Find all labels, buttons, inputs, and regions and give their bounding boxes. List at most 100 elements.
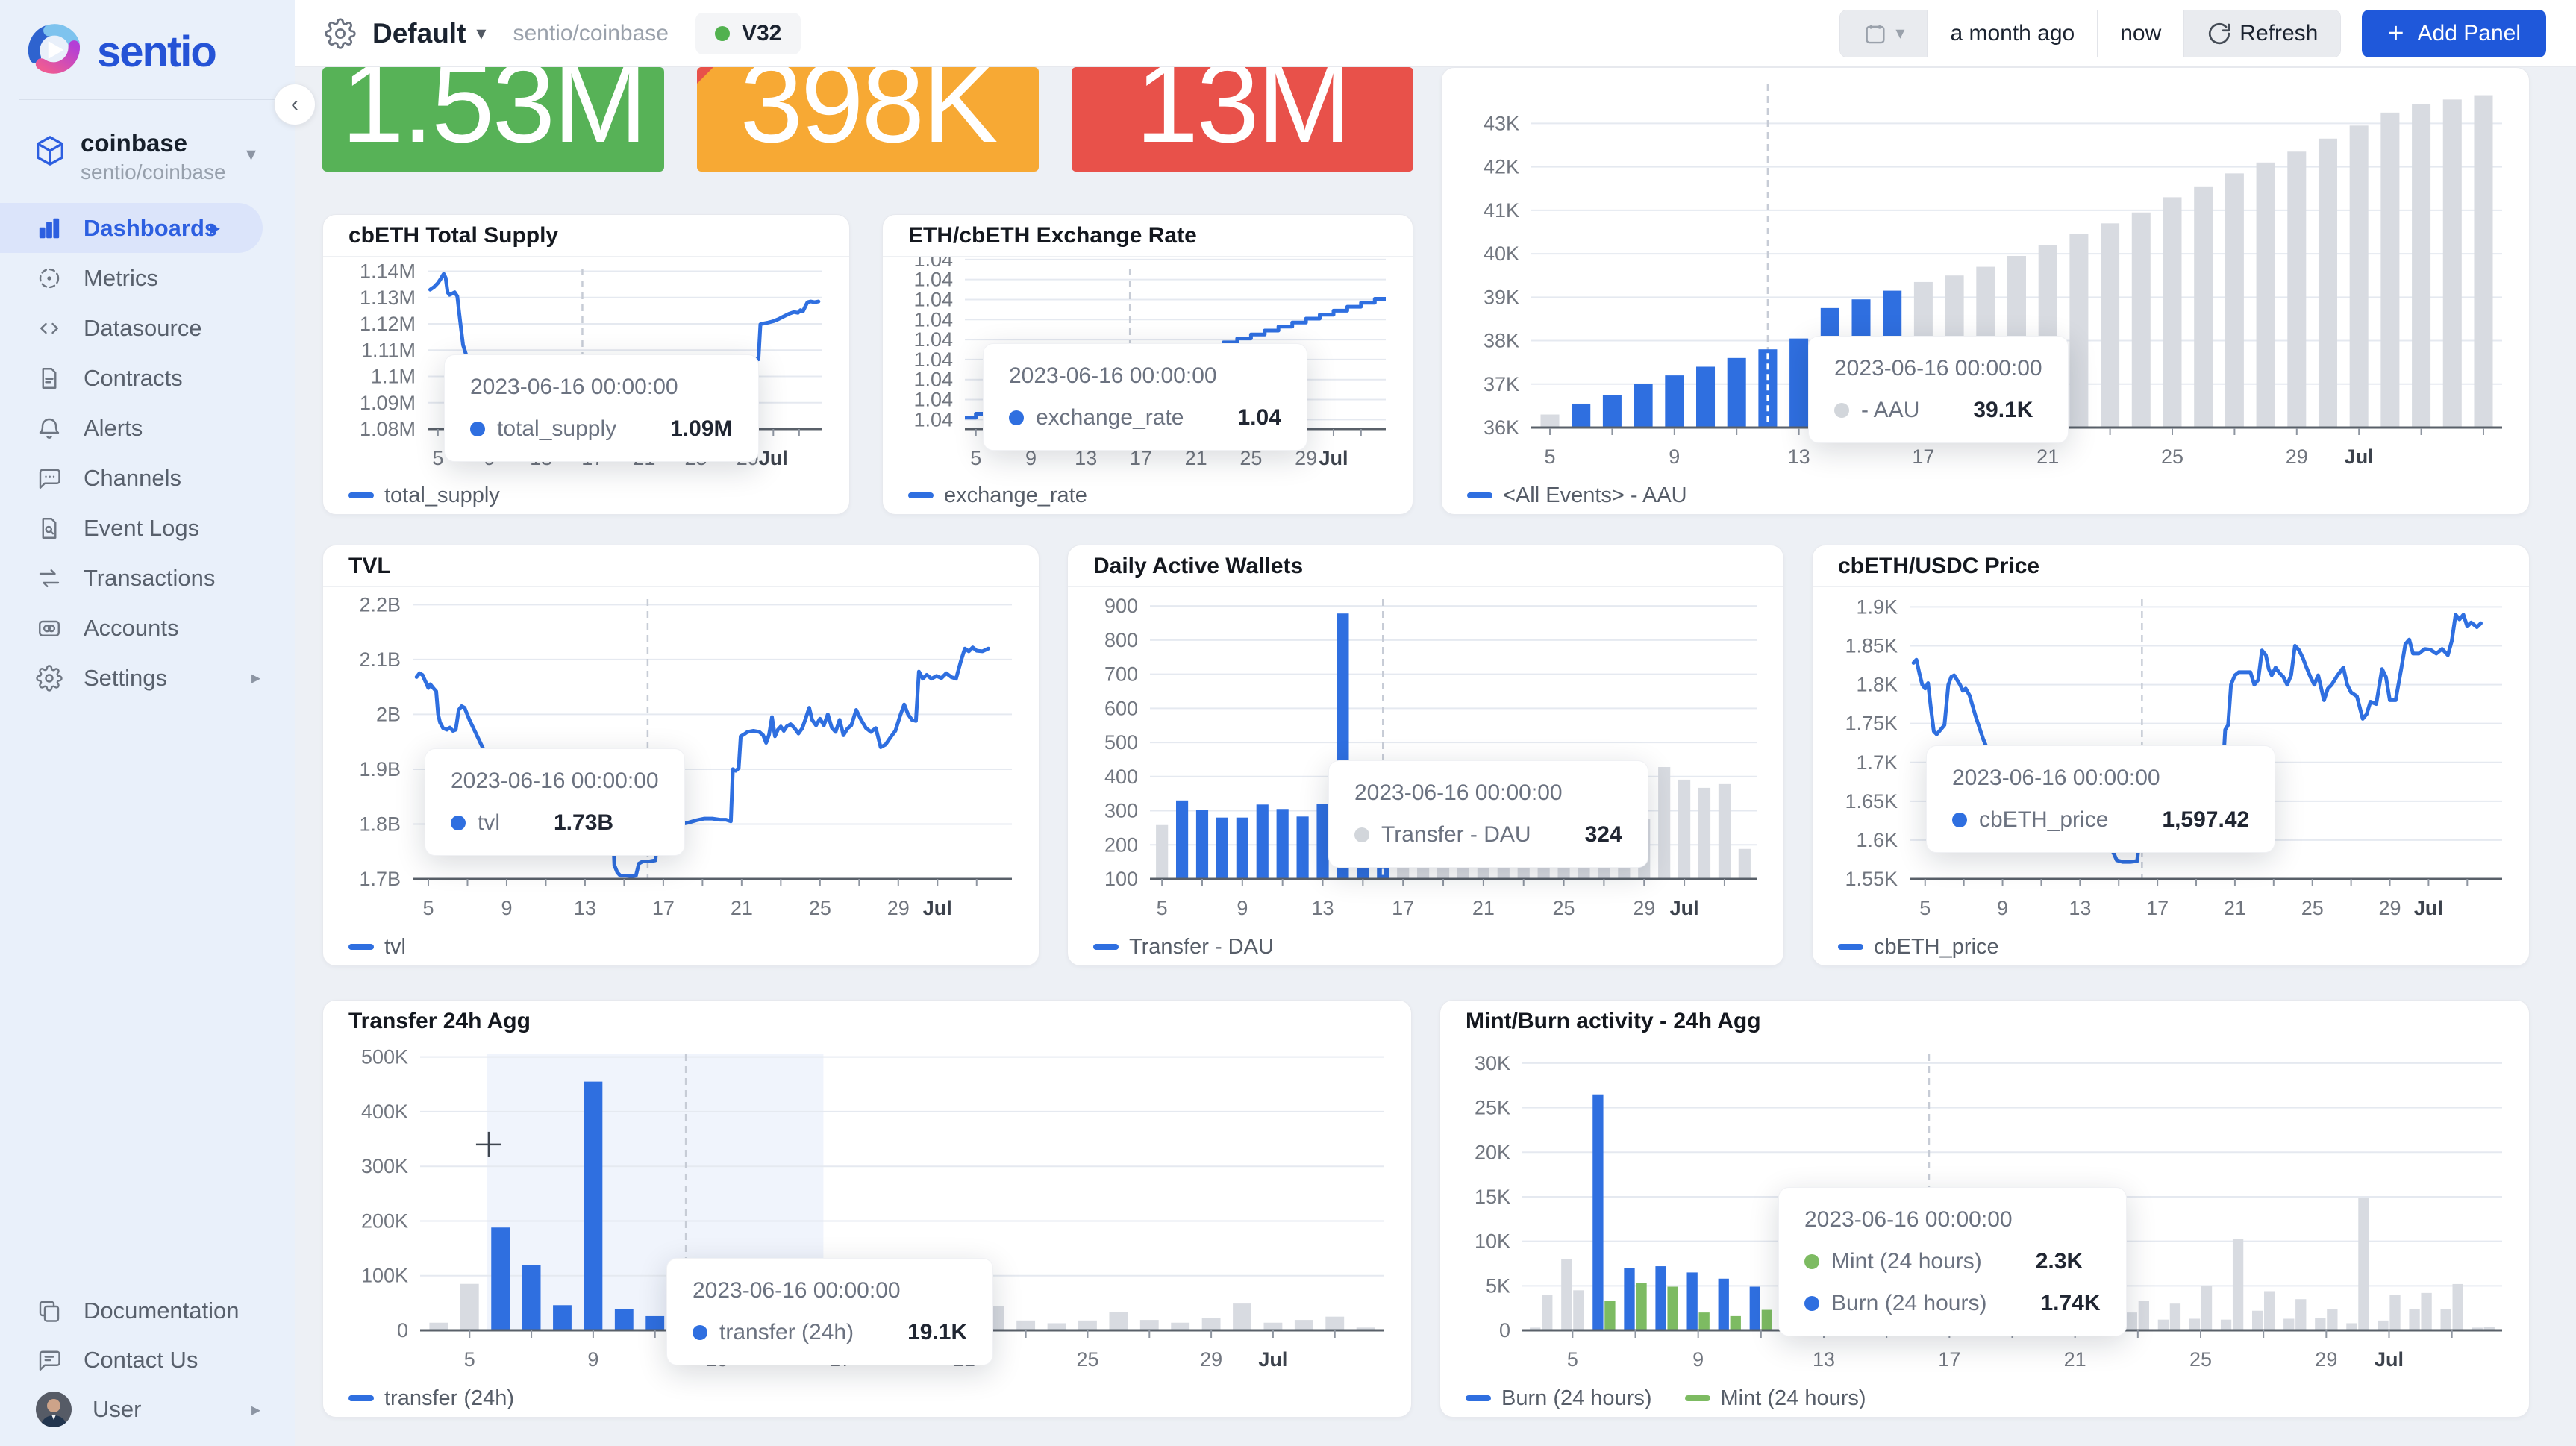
tooltip-series-value: 1.04 <box>1237 405 1281 430</box>
svg-text:30K: 30K <box>1475 1052 1510 1074</box>
sidebar-item-dashboards[interactable]: Dashboards ▸ <box>0 203 263 253</box>
svg-text:21: 21 <box>2036 445 2059 468</box>
chart-total-supply[interactable]: 1.08M1.09M1.1M1.11M1.12M1.13M1.14M591317… <box>323 257 849 477</box>
chart-daw[interactable]: 100 200 300 400 500 600 700 800 900 5 9 13 17 21 25 29 J… <box>1068 587 1783 928</box>
chart-tvl[interactable]: 1.7B 1.8B 1.9B 2B 2.1B 2.2B 5 9 13 17 21 25 29 Jul 202… <box>323 587 1039 928</box>
sidebar-item-contracts[interactable]: Contracts <box>0 353 295 403</box>
legend: exchange_rate <box>883 477 1413 514</box>
panel-cbeth-total-supply: cbETH Total Supply 1.08M 1.09M 1.1M 1.11M 1.… <box>322 214 850 515</box>
tooltip-series-value: 1.73B <box>554 810 614 835</box>
add-panel-button[interactable]: + Add Panel <box>2362 9 2546 57</box>
sidebar-item-settings[interactable]: Settings ▸ <box>0 653 295 703</box>
svg-text:9: 9 <box>587 1348 598 1371</box>
svg-text:1.55K: 1.55K <box>1845 868 1898 890</box>
chevron-down-icon[interactable]: ▾ <box>476 22 487 44</box>
series-dot <box>1804 1296 1819 1311</box>
svg-text:1.04: 1.04 <box>913 348 953 371</box>
sidebar-item-documentation[interactable]: Documentation <box>0 1286 295 1336</box>
panel-title: ETH/cbETH Exchange Rate <box>883 215 1413 257</box>
calendar-button[interactable]: ▾ <box>1840 10 1928 57</box>
svg-text:13: 13 <box>2069 897 2091 919</box>
svg-text:21: 21 <box>2224 897 2246 919</box>
svg-text:1.04: 1.04 <box>913 269 953 291</box>
sidebar-item-metrics[interactable]: Metrics <box>0 253 295 303</box>
time-from-button[interactable]: a month ago <box>1927 10 2098 57</box>
legend-item[interactable]: Burn (24 hours) <box>1466 1386 1652 1411</box>
svg-text:17: 17 <box>652 897 675 919</box>
svg-text:9: 9 <box>1997 897 2008 919</box>
tooltip-date: 2023-06-16 00:00:00 <box>1834 356 2042 381</box>
chart-price[interactable]: 1.55K 1.6K 1.65K 1.7K 1.75K 1.8K 1.85K 1.9K 5 9 13… <box>1813 587 2529 928</box>
svg-text:43K: 43K <box>1484 112 1519 134</box>
tooltip-row: tvl 1.73B <box>451 810 659 836</box>
sidebar-item-alerts[interactable]: Alerts <box>0 403 295 453</box>
svg-text:100K: 100K <box>361 1265 408 1287</box>
sidebar-item-accounts[interactable]: Accounts <box>0 603 295 653</box>
svg-text:29: 29 <box>887 897 910 919</box>
legend-item[interactable]: total_supply <box>348 483 500 508</box>
stat-card-green[interactable]: 1.53M <box>322 67 664 172</box>
legend-item[interactable]: tvl <box>348 935 406 960</box>
svg-text:300: 300 <box>1104 800 1138 822</box>
time-to-button[interactable]: now <box>2097 10 2184 57</box>
legend-item[interactable]: Mint (24 hours) <box>1684 1386 1866 1411</box>
dashboard-settings-gear-icon[interactable] <box>325 17 356 49</box>
tooltip-series-label: cbETH_price <box>1979 807 2109 832</box>
panel-tvl: TVL 1.7B 1.8B 1.9B 2B 2.1B 2.2B 5 9 13 17 21 25 29 Ju… <box>322 545 1040 966</box>
sidebar-item-event-logs[interactable]: Event Logs <box>0 503 295 553</box>
chart-transfer[interactable]: 0100K200K300K400K500K591317212529Jul2023… <box>323 1042 1411 1380</box>
svg-text:2.1B: 2.1B <box>359 648 401 671</box>
tooltip-series-label: total_supply <box>497 416 617 441</box>
svg-text:5: 5 <box>464 1348 475 1371</box>
stat-card-orange[interactable]: 398K <box>697 67 1039 172</box>
refresh-button[interactable]: Refresh <box>2183 10 2341 57</box>
sidebar-item-label: Channels <box>84 464 181 491</box>
sidebar-collapse-button[interactable]: ‹ <box>274 84 316 125</box>
breadcrumb: sentio/coinbase <box>513 20 669 46</box>
tooltip-series-value: 1.09M <box>670 416 733 441</box>
sidebar-item-user[interactable]: User ▸ <box>0 1385 295 1434</box>
tooltip-row: Transfer - DAU 324 <box>1354 822 1622 848</box>
svg-text:5: 5 <box>970 447 981 469</box>
version-badge[interactable]: V32 <box>695 12 801 54</box>
svg-text:5: 5 <box>422 897 434 919</box>
tooltip-row: Burn (24 hours) 1.74K <box>1804 1291 2101 1316</box>
svg-text:13: 13 <box>1788 445 1810 468</box>
legend-item[interactable]: transfer (24h) <box>348 1386 514 1411</box>
chart-mint-burn[interactable]: 0 5K 10K 15K 20K 25K 30K 5 9 13 17 21 25 29 Jul 2023-06… <box>1440 1042 2529 1380</box>
dashboard-canvas: 1.53M 398K 13M 36K 37K 38K 39K 40K 41K 42K 43K 5… <box>295 67 2576 1446</box>
svg-text:1.04: 1.04 <box>913 257 953 271</box>
legend-item[interactable]: <All Events> - AAU <box>1467 483 1687 508</box>
project-selector[interactable]: coinbase sentio/coinbase ▾ <box>0 123 295 190</box>
series-dot <box>1834 403 1849 418</box>
svg-text:500K: 500K <box>361 1046 408 1068</box>
sidebar-item-datasource[interactable]: Datasource <box>0 303 295 353</box>
sidebar-item-label: Contracts <box>84 364 183 391</box>
stat-card-red[interactable]: 13M <box>1072 67 1413 172</box>
logo[interactable]: sentio <box>0 0 295 81</box>
sidebar-item-channels[interactable]: Channels <box>0 453 295 503</box>
tooltip-date: 2023-06-16 00:00:00 <box>1804 1207 2013 1232</box>
legend-item[interactable]: Transfer - DAU <box>1093 935 1274 960</box>
stat-value: 13M <box>1135 67 1352 166</box>
panel-transfer-24h: Transfer 24h Agg 0 100K 200K 300K 400K 500K 5 9… <box>322 1000 1412 1418</box>
legend: cbETH_price <box>1813 928 2529 965</box>
sidebar-item-transactions[interactable]: Transactions <box>0 553 295 603</box>
svg-text:1.04: 1.04 <box>913 408 953 431</box>
chart-tooltip: 2023-06-16 00:00:00 total_supply 1.09M <box>444 354 759 462</box>
dashboard-title[interactable]: Default <box>372 17 466 48</box>
sidebar-item-contact-us[interactable]: Contact Us <box>0 1336 295 1385</box>
svg-text:0: 0 <box>1499 1319 1510 1342</box>
chart-aau[interactable]: 36K 37K 38K 39K 40K 41K 42K 43K 5 9 13 17 21 25 29 Jul 2… <box>1442 68 2529 477</box>
svg-text:Jul: Jul <box>759 447 788 469</box>
tooltip-series-value: 1,597.42 <box>2162 807 2250 832</box>
svg-text:10K: 10K <box>1475 1230 1510 1253</box>
chart-exchange-rate[interactable]: 1.04 1.04 1.04 1.04 1.04 1.04 1.04 1.04 1.04 5 9 13… <box>883 257 1413 477</box>
legend-item[interactable]: exchange_rate <box>908 483 1087 508</box>
tooltip-series-value: 1.74K <box>2040 1291 2101 1315</box>
svg-text:400K: 400K <box>361 1101 408 1123</box>
sidebar-item-label: Datasource <box>84 314 202 341</box>
alert-corner-flag <box>697 67 713 84</box>
legend-item[interactable]: cbETH_price <box>1838 935 1999 960</box>
panel-title: Transfer 24h Agg <box>323 1001 1411 1042</box>
